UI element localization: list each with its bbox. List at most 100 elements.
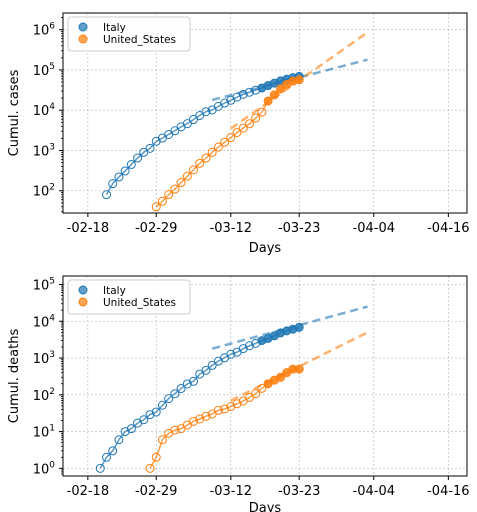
legend-marker-italy <box>78 285 88 295</box>
x-tick-label: -03-23 <box>278 221 320 236</box>
legend-label-italy: Italy <box>103 285 126 297</box>
united-states-point <box>145 463 155 473</box>
united-states-point <box>207 147 217 157</box>
y-tick-label: 105 <box>33 276 55 293</box>
italy-point <box>108 179 118 189</box>
italy-point <box>170 389 180 399</box>
italy-point <box>120 427 130 437</box>
deaths-panel: -02-18 -02-29 -03-12 -03-23 -04-04 -04-16 100 1… <box>7 275 470 512</box>
united-states-point <box>157 435 167 445</box>
italy-point <box>238 89 248 99</box>
united-states-point <box>213 142 223 152</box>
united-states-point <box>294 75 304 85</box>
united-states-point <box>189 165 199 175</box>
italy-point <box>126 159 136 169</box>
united-states-point <box>244 119 254 129</box>
united-states-point <box>251 113 261 123</box>
x-tick-label: -03-23 <box>278 484 320 499</box>
plot-area <box>102 31 369 212</box>
italy-point <box>139 415 149 425</box>
italy-point <box>238 344 248 354</box>
x-tick-label: -02-18 <box>67 221 109 236</box>
italy-point <box>133 153 143 163</box>
gridlines <box>63 13 467 213</box>
x-axis-label: Days <box>249 241 282 256</box>
italy-point <box>176 384 186 394</box>
legend-marker-italy <box>78 22 88 32</box>
united-states-point <box>294 364 304 374</box>
x-tick-label: -02-29 <box>135 221 177 236</box>
united-states-point <box>164 190 174 200</box>
united-states-point <box>263 96 273 106</box>
x-tick-label: -04-04 <box>353 221 395 236</box>
x-tick-label: -03-12 <box>210 221 252 236</box>
legend-marker-united-states <box>78 297 88 307</box>
italy-point <box>102 452 112 462</box>
italy-point <box>157 400 167 410</box>
italy-point <box>232 92 242 102</box>
y-tick-label: 100 <box>33 460 56 477</box>
italy-point <box>189 115 199 125</box>
y-tick-label: 103 <box>33 350 55 367</box>
united-states-point <box>151 452 161 462</box>
united-states-point <box>238 123 248 133</box>
italy-point <box>201 107 211 117</box>
united-states-point <box>220 404 230 414</box>
italy-point <box>139 147 149 157</box>
y-tick-label: 101 <box>33 424 55 441</box>
italy-point <box>145 143 155 153</box>
united-states-series-line <box>155 79 300 208</box>
legend-label-united-states: United_States <box>103 34 176 46</box>
united-states-point <box>257 383 267 393</box>
italy-point <box>207 360 217 370</box>
x-tick-label: -04-04 <box>353 484 395 499</box>
y-tick-label: 104 <box>33 102 56 119</box>
united-states-point <box>276 84 286 94</box>
united-states-point <box>226 133 236 143</box>
united-states-point <box>213 405 223 415</box>
y-axis-label: Cumul. cases <box>7 69 22 156</box>
united-states-point <box>251 389 261 399</box>
legend-marker-united-states <box>78 34 88 44</box>
x-tick-label: -04-16 <box>427 221 469 236</box>
italy-point <box>201 365 211 375</box>
italy-point <box>145 410 155 420</box>
y-tick-label: 103 <box>33 142 55 159</box>
italy-point <box>182 119 192 129</box>
italy-point <box>102 190 112 200</box>
united-states-point <box>201 411 211 421</box>
united-states-point <box>157 196 167 206</box>
plot-frame <box>62 12 468 214</box>
italy-point <box>220 98 230 108</box>
cases-panel: -02-18 -02-29 -03-12 -03-23 -04-04 -04-16 102 1… <box>7 12 470 256</box>
y-tick-label: 105 <box>33 62 55 79</box>
italy-point <box>114 435 124 445</box>
united-states-point <box>182 171 192 181</box>
united-states-point <box>232 127 242 137</box>
x-tick-label: -02-18 <box>67 484 109 499</box>
legend-label-united-states: United_States <box>103 297 176 309</box>
legend-box <box>67 279 191 315</box>
x-tick-label: -04-16 <box>427 484 469 499</box>
italy-point <box>114 172 124 182</box>
legend-label-italy: Italy <box>103 22 126 34</box>
italy-point <box>244 341 254 351</box>
united-states-series-line <box>149 368 300 469</box>
italy-point <box>120 166 130 176</box>
united-states-point <box>201 153 211 163</box>
united-states-point <box>257 107 267 117</box>
plot-frame <box>62 275 468 477</box>
y-tick-label: 106 <box>33 22 56 39</box>
plot-area <box>95 305 369 473</box>
x-axis-label: Days <box>249 501 282 512</box>
x-tick-label: -03-12 <box>210 484 252 499</box>
italy-point <box>95 463 105 473</box>
italy-point <box>244 87 254 97</box>
united-states-point <box>232 399 242 409</box>
united-states-point <box>176 178 186 188</box>
legend-box <box>67 16 191 52</box>
italy-point <box>164 394 174 404</box>
